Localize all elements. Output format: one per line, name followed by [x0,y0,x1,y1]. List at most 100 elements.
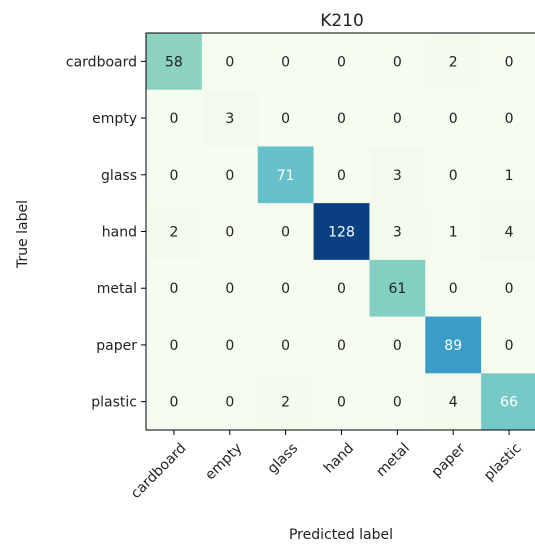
cell-value-label: 0 [449,281,458,297]
x-tick-label: plastic [481,440,525,484]
heatmap-cell [146,33,203,91]
cell-value-label: 0 [169,395,178,411]
cell-value-label: 0 [337,338,346,354]
heatmap-cell [369,203,426,261]
cell-value-label: 66 [500,395,518,411]
heatmap-cell [369,373,426,431]
heatmap-cell [257,146,315,204]
y-tick-label: glass [101,168,137,184]
heatmap-cell [425,316,482,374]
cell-value-label: 4 [505,225,514,241]
x-tick-label: metal [373,440,413,480]
y-tick-label: empty [92,111,137,127]
cell-value-label: 0 [505,281,514,297]
heatmap-cell [425,373,482,431]
x-axis-label: Predicted label [289,527,393,543]
heatmap-cell [481,203,535,261]
cell-value-label: 0 [281,111,290,127]
heatmap-cell [257,373,315,431]
cell-value-labels: 58 0 0 0 0 2 0 0 3 0 0 0 0 0 0 0 71 0 3 0 1 2 0 0 128 3 1 4 0 0 0 0 61 0 0… [165,54,518,410]
cell-value-label: 0 [225,338,234,354]
heatmap-cell [146,89,203,147]
cell-value-label: 1 [505,168,514,184]
cell-value-label: 0 [225,225,234,241]
cell-value-label: 3 [393,225,402,241]
cell-value-label: 0 [393,338,402,354]
heatmap-cells [146,33,535,431]
heatmap-cell [257,259,315,318]
cell-value-label: 0 [169,111,178,127]
y-tick-label: hand [102,225,137,241]
x-tick-label: paper [429,440,469,480]
cell-value-label: 4 [449,395,458,411]
heatmap-cell [201,33,259,91]
heatmap-cell [313,33,370,91]
cell-value-label: 0 [225,54,234,70]
heatmap-cell [313,316,370,374]
heatmap-cell [481,33,535,91]
y-tick-label: paper [96,338,137,354]
heatmap-cell [146,146,203,204]
chart-title: K210 [320,11,364,31]
cell-value-label: 2 [449,54,458,70]
heatmap-cell [146,316,203,374]
heatmap-cell [146,259,203,318]
cell-value-label: 0 [449,111,458,127]
heatmap-cell [425,33,482,91]
heatmap-cell [369,89,426,147]
cell-value-label: 2 [281,395,290,411]
cell-value-label: 0 [505,338,514,354]
cell-value-label: 0 [449,168,458,184]
cell-value-label: 0 [337,111,346,127]
heatmap-cell [481,259,535,318]
x-tick-label: cardboard [128,440,190,502]
heatmap-cell [257,316,315,374]
x-tick-label: glass [265,440,302,477]
y-axis-label: True label [15,200,31,269]
cell-value-label: 0 [169,338,178,354]
heatmap-cell [313,89,370,147]
cell-value-label: 0 [337,54,346,70]
cell-value-label: 71 [277,168,295,184]
heatmap-cell [201,203,259,261]
heatmap-cell [481,316,535,374]
cell-value-label: 0 [505,111,514,127]
x-tick-label: empty [202,440,245,483]
x-tick-label: hand [321,440,357,476]
cell-value-label: 3 [393,168,402,184]
cell-value-label: 0 [281,54,290,70]
cell-value-label: 0 [393,54,402,70]
cell-value-label: 2 [169,225,178,241]
cell-value-label: 0 [337,281,346,297]
cell-value-label: 0 [393,395,402,411]
heatmap-cell [313,146,370,204]
cell-value-label: 0 [337,395,346,411]
heatmap-cell [425,146,482,204]
heatmap-cell [313,259,370,318]
heatmap-cell [481,89,535,147]
heatmap-cell [481,146,535,204]
heatmap-cell [201,89,259,147]
heatmap-cell [369,316,426,374]
heatmap-cell [201,146,259,204]
heatmap-cell [425,89,482,147]
heatmap-cell [313,203,370,261]
cell-value-label: 61 [388,281,406,297]
heatmap-cell [313,373,370,431]
cell-value-label: 0 [225,395,234,411]
cell-value-label: 0 [281,281,290,297]
cell-value-label: 0 [393,111,402,127]
x-axis-ticks: cardboard empty glass hand metal paper plastic [128,430,525,502]
heatmap-cell [257,89,315,147]
heatmap-cell [201,373,259,431]
cell-value-label: 0 [225,168,234,184]
heatmap-cell [425,259,482,318]
y-tick-label: metal [97,281,137,297]
heatmap-cell [481,373,535,431]
cell-value-label: 3 [225,111,234,127]
heatmap-cell [369,146,426,204]
heatmap-cell [369,33,426,91]
y-tick-label: plastic [91,395,137,411]
heatmap-cell [146,373,203,431]
